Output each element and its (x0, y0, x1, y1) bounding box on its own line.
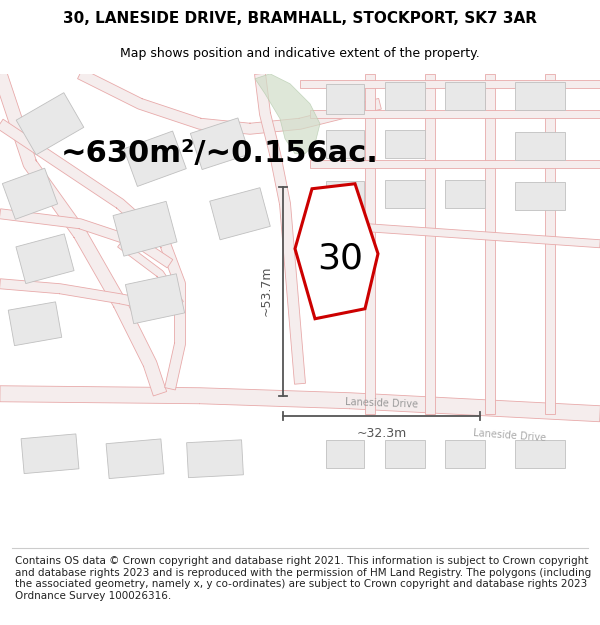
Polygon shape (77, 69, 382, 134)
Bar (445, 180, 485, 208)
Bar (385, 440, 425, 468)
Polygon shape (310, 220, 600, 248)
Polygon shape (0, 209, 173, 268)
Bar (21, 434, 79, 474)
Text: ~53.7m: ~53.7m (260, 266, 273, 316)
Bar (515, 440, 565, 468)
Polygon shape (118, 241, 184, 306)
Bar (326, 130, 364, 158)
Polygon shape (310, 160, 600, 168)
Bar (385, 130, 425, 158)
Bar (385, 180, 425, 208)
Bar (210, 188, 270, 240)
Polygon shape (300, 80, 600, 88)
Polygon shape (0, 279, 171, 314)
Polygon shape (330, 139, 360, 159)
Bar (515, 82, 565, 110)
Bar (445, 440, 485, 468)
Polygon shape (425, 74, 435, 414)
Bar (326, 181, 364, 211)
Polygon shape (255, 74, 320, 154)
Polygon shape (0, 71, 167, 396)
Text: ~630m²/~0.156ac.: ~630m²/~0.156ac. (61, 139, 379, 168)
Text: Laneside Drive: Laneside Drive (473, 428, 547, 443)
Bar (124, 131, 186, 186)
Bar (8, 302, 62, 346)
Bar (515, 132, 565, 160)
Polygon shape (310, 110, 600, 118)
Polygon shape (0, 119, 185, 390)
Text: 30: 30 (317, 242, 363, 276)
Polygon shape (0, 386, 600, 422)
Bar (16, 92, 84, 155)
Polygon shape (254, 73, 305, 384)
Bar (125, 274, 185, 324)
Text: Laneside Drive: Laneside Drive (346, 398, 419, 410)
Bar (16, 234, 74, 284)
Text: 30, LANESIDE DRIVE, BRAMHALL, STOCKPORT, SK7 3AR: 30, LANESIDE DRIVE, BRAMHALL, STOCKPORT,… (63, 11, 537, 26)
Bar (515, 182, 565, 210)
Polygon shape (545, 74, 555, 414)
Polygon shape (365, 74, 375, 414)
Bar (190, 118, 250, 169)
Polygon shape (485, 74, 495, 414)
Bar (187, 440, 244, 478)
Bar (385, 82, 425, 110)
Polygon shape (295, 184, 378, 319)
Bar (445, 82, 485, 110)
Text: Map shows position and indicative extent of the property.: Map shows position and indicative extent… (120, 47, 480, 59)
Bar (2, 168, 58, 219)
Bar (326, 440, 364, 468)
Bar (326, 84, 364, 114)
Text: Contains OS data © Crown copyright and database right 2021. This information is : Contains OS data © Crown copyright and d… (15, 556, 591, 601)
Bar (106, 439, 164, 479)
Bar (113, 201, 177, 256)
Text: ~32.3m: ~32.3m (356, 428, 407, 440)
